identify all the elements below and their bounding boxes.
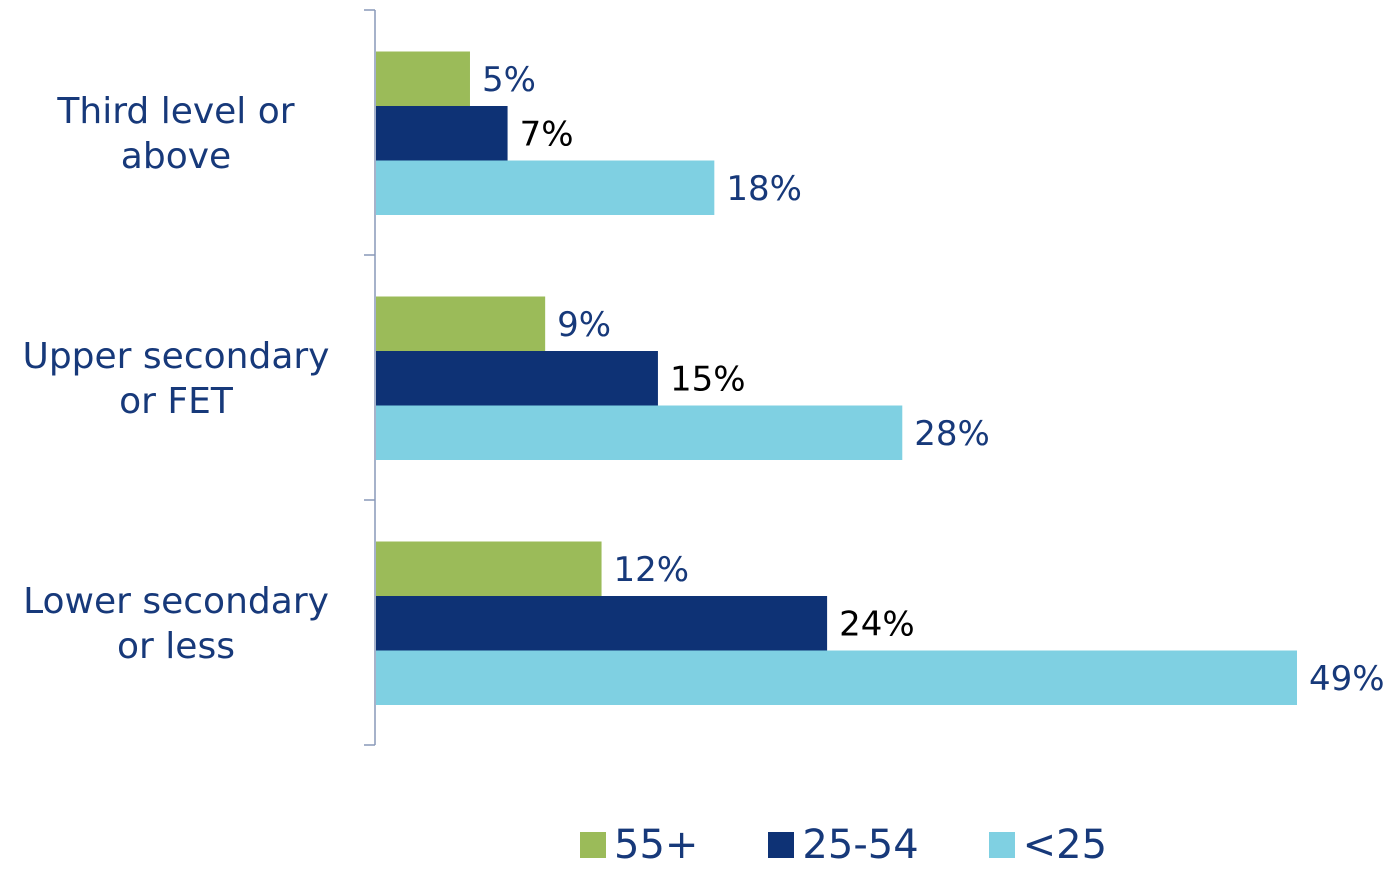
data-label: 9% (557, 305, 611, 345)
bar (376, 51, 470, 106)
category-label: Third level or above (56, 91, 294, 177)
data-label: 18% (726, 169, 802, 209)
bar (376, 106, 508, 161)
bar (376, 405, 903, 460)
bars (376, 51, 1297, 705)
data-label: 7% (520, 114, 574, 154)
data-label: 28% (914, 414, 990, 454)
legend-item-55plus: 55+ (580, 822, 698, 868)
legend-label-under25: <25 (1022, 822, 1108, 868)
bar-chart: 5% 7% 18% 9% 15% 28% 12% 24% 49% Third level or a… (22, 9, 1385, 746)
legend-swatch-under25 (988, 832, 1015, 858)
bar (376, 541, 602, 596)
bar (376, 351, 658, 406)
legend-label-55plus: 55+ (614, 822, 699, 868)
bar (376, 596, 828, 651)
bar (376, 160, 715, 215)
category-labels: Third level or above Upper secondary or FET… (22, 91, 329, 667)
data-label: 15% (670, 359, 746, 399)
legend-swatch-55plus (580, 832, 606, 858)
data-label: 12% (614, 550, 690, 590)
legend: 55+ 25-54 <25 (580, 822, 1107, 868)
category-label: Upper secondary or FET (22, 336, 329, 422)
legend-item-under25: <25 (988, 822, 1108, 868)
data-label: 49% (1309, 659, 1385, 699)
data-labels: 5% 7% 18% 9% 15% 28% 12% 24% 49% (482, 60, 1385, 699)
y-axis (364, 9, 376, 746)
bar (376, 296, 546, 351)
legend-item-25-54: 25-54 (768, 822, 919, 868)
data-label: 24% (839, 604, 915, 644)
bar (376, 650, 1297, 705)
legend-swatch-25-54 (768, 832, 795, 858)
data-label: 5% (482, 60, 536, 100)
legend-label-25-54: 25-54 (802, 822, 919, 868)
category-label: Lower secondary or less (23, 581, 329, 667)
